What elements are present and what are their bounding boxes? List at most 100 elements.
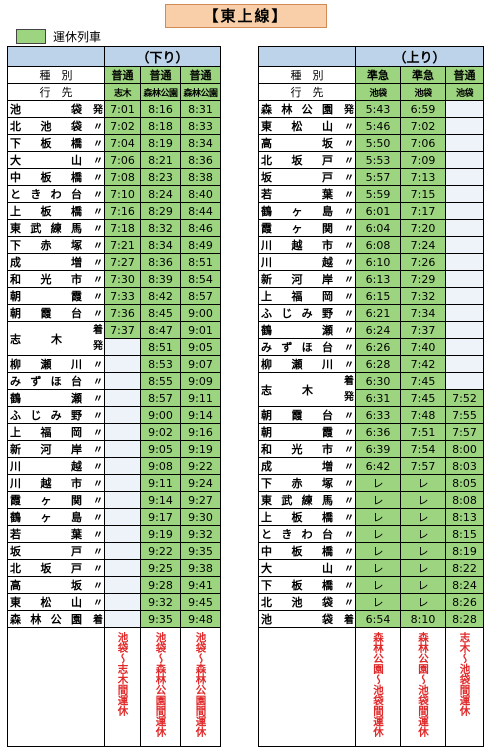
station-name: 中板橋: [261, 544, 333, 559]
table-row: 東武練馬〃レレ 8:08: [258, 491, 484, 509]
time-cell: 7:37: [104, 321, 141, 339]
station-name: みずほ台: [261, 340, 333, 355]
table-row: 成増〃 6:42 7:57 8:03: [258, 457, 484, 475]
direction-mark: 〃: [93, 139, 103, 150]
time-cell: 9:08: [140, 457, 181, 475]
time-cell: 9:30: [180, 508, 221, 526]
direction-mark: 〃: [344, 479, 354, 490]
station-cell: 大山〃: [258, 559, 356, 577]
time-cell: 6:36: [355, 423, 401, 441]
notes-blank-cell: [7, 627, 105, 747]
time-cell: 7:24: [400, 236, 446, 254]
station-char: 福: [40, 426, 52, 439]
station-char: 朝: [261, 409, 272, 422]
table-row: 上板橋〃レレ 8:13: [258, 508, 484, 526]
station-cell: 川越〃: [258, 253, 356, 271]
station-char: と: [261, 528, 272, 541]
station-name: 東武練馬: [261, 493, 333, 508]
station-cell: 朝 霞 台〃: [7, 304, 105, 322]
arrival-mark: 着: [344, 375, 354, 387]
station-cell: 東 松 山〃: [258, 117, 356, 135]
time-cell: 8:24: [140, 185, 181, 203]
time-cell: 8:36: [180, 151, 221, 169]
station-cell: 下 赤 塚〃: [7, 236, 105, 254]
station-char: 橋: [71, 137, 82, 150]
time-cell: 7:54: [400, 440, 446, 458]
time-cell: レ: [400, 474, 446, 492]
station-char: み: [50, 409, 62, 422]
time-cell: 9:01: [180, 321, 221, 339]
time-cell: レ: [355, 508, 401, 526]
time-cell: 8:24: [445, 576, 484, 594]
station-char: 台: [70, 188, 82, 201]
station-char: 関: [71, 494, 82, 507]
station-cell: 鶴瀬〃: [7, 389, 105, 407]
station-cell: 北 池 袋〃: [7, 117, 105, 135]
time-cell: 7:13: [400, 168, 446, 186]
time-cell: 6:59: [400, 100, 446, 118]
station-char: 越: [71, 460, 82, 473]
station-cell: 上 板 橋〃: [7, 202, 105, 220]
time-cell: 8:18: [140, 117, 181, 135]
blank-header-cell: [258, 46, 356, 67]
station-char: 成: [10, 256, 21, 269]
legend: 運休列車: [16, 28, 101, 45]
direction-mark: 〃: [93, 207, 103, 218]
station-char: 市: [71, 273, 82, 286]
station-cell: 柳 瀬 川〃: [258, 355, 356, 373]
station-cell: 川 越 市〃: [7, 474, 105, 492]
time-cell: [104, 576, 141, 594]
station-cell: 鶴 ヶ 島〃: [7, 508, 105, 526]
station-char: 練: [301, 494, 313, 507]
time-cell: 9:22: [180, 457, 221, 475]
station-char: 下: [10, 137, 21, 150]
station-name: 坂戸: [10, 544, 82, 559]
time-cell: 7:29: [400, 270, 446, 288]
station-name: 上福岡: [261, 289, 333, 304]
time-cell: レ: [355, 474, 401, 492]
station-name: 下赤塚: [10, 238, 82, 253]
time-cell: 9:45: [180, 593, 221, 611]
station-cell: 中 板 橋〃: [258, 542, 356, 560]
time-cell: 8:26: [445, 593, 484, 611]
table-row: 北 池 袋〃 7:02 8:18 8:33: [7, 117, 221, 135]
station-name: ときわ台: [261, 527, 333, 542]
station-name: 霞ヶ関: [10, 493, 82, 508]
table-row: 川 越 市〃 6:08 7:24: [258, 236, 484, 254]
station-name: 川越市: [261, 238, 333, 253]
station-name: 鶴瀬: [10, 391, 82, 406]
time-cell: 9:11: [180, 389, 221, 407]
table-row: 鶴 ヶ 島〃 9:17 9:30: [7, 508, 221, 526]
direction-mark: 〃: [344, 598, 354, 609]
station-name: 川越: [261, 255, 333, 270]
station-char: 新: [261, 273, 272, 286]
time-cell: レ: [355, 542, 401, 560]
time-cell: 8:10: [400, 610, 446, 628]
time-cell: [445, 134, 484, 152]
station-name: 上福岡: [10, 425, 82, 440]
station-name: 鶴ヶ島: [261, 204, 333, 219]
station-name: 東松山: [10, 595, 82, 610]
station-cell: 下 板 橋〃: [7, 134, 105, 152]
row-label-destination: 行 先: [258, 83, 356, 101]
direction-mark: 〃: [93, 360, 103, 371]
station-name: 成増: [261, 459, 333, 474]
station-char: 川: [261, 256, 272, 269]
station-char: 袋: [71, 103, 82, 116]
station-char: 霞: [291, 409, 303, 422]
time-cell: [104, 542, 141, 560]
station-char: 高: [10, 579, 21, 592]
station-name: 東武練馬: [10, 221, 82, 236]
station-char: 市: [71, 477, 82, 490]
time-cell: 9:14: [140, 491, 181, 509]
direction-mark: 〃: [344, 224, 354, 235]
station-char: 練: [50, 222, 62, 235]
direction-mark: 〃: [344, 275, 354, 286]
station-name: 森林公園: [10, 612, 82, 627]
direction-mark: 〃: [93, 479, 103, 490]
table-row: 柳 瀬 川〃 6:28 7:42: [258, 355, 484, 373]
station-char: 戸: [322, 154, 333, 167]
time-cell: 6:24: [355, 321, 401, 339]
station-name: 坂戸: [261, 170, 333, 185]
time-cell: 6:54: [355, 610, 401, 628]
